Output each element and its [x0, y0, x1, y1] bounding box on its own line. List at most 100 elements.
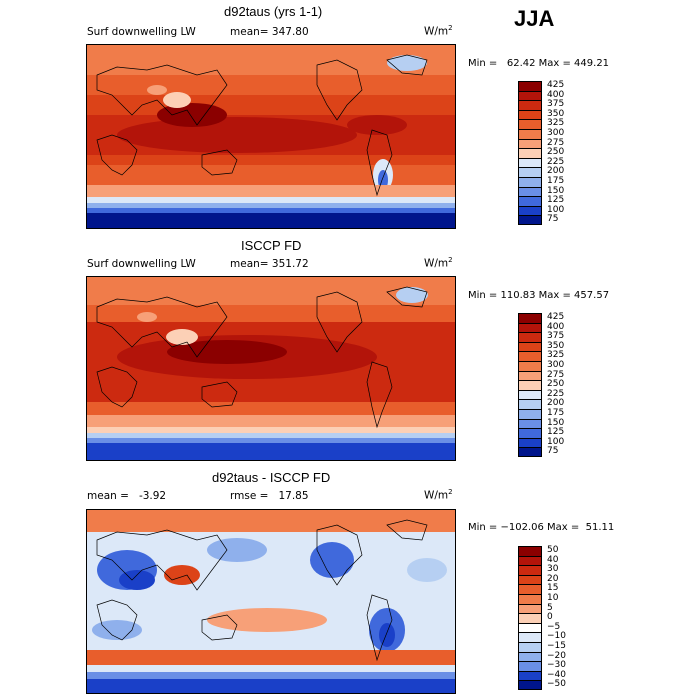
panel3-min-max: Min = −102.06 Max = 51.11	[468, 522, 615, 533]
colorbar-tick-label: 300	[547, 128, 565, 138]
colorbar-swatch	[518, 565, 542, 575]
panel3-units-text: W/m	[424, 489, 449, 502]
colorbar-tick-label: 10	[547, 593, 559, 603]
colorbar-swatch	[518, 351, 542, 361]
colorbar-tick-label: 400	[547, 321, 565, 332]
colorbar-tick-label: 225	[547, 156, 565, 167]
colorbar-tick-label: 250	[547, 379, 565, 390]
colorbar-tick-label: 225	[547, 388, 565, 399]
panel1-mean: mean= 347.80	[230, 26, 309, 38]
colorbar-swatch	[518, 177, 542, 187]
colorbar-swatch	[518, 622, 542, 633]
colorbar-swatch	[518, 196, 542, 206]
colorbar-tick-label: 50	[547, 545, 559, 555]
colorbar-swatch	[518, 651, 542, 662]
colorbar-tick-label: 350	[547, 340, 565, 351]
panel2-units-text: W/m	[424, 257, 449, 270]
panel2-colorbar: 425 400 375 350 325 300 275 250 225 200 175 150 125 1…	[518, 312, 578, 458]
colorbar-tick-label: 250	[547, 147, 565, 158]
colorbar-tick-label: 15	[547, 583, 559, 594]
colorbar-swatch	[518, 594, 542, 604]
colorbar-swatch	[518, 186, 542, 197]
colorbar-tick-label: 40	[547, 554, 559, 565]
colorbar-tick-label: 350	[547, 108, 565, 119]
panel2-variable-label: Surf downwelling LW	[87, 258, 196, 270]
colorbar-swatch	[518, 313, 542, 323]
colorbar-swatch	[518, 215, 542, 225]
panel1-min-max: Min = 62.42 Max = 449.21	[468, 58, 610, 69]
colorbar-swatch	[518, 361, 542, 371]
colorbar-swatch	[518, 418, 542, 429]
colorbar-tick-label: 175	[547, 176, 565, 186]
colorbar-tick-label: −15	[547, 641, 566, 651]
panel3-mean: mean = -3.92	[87, 490, 166, 502]
panel3-mean-label: mean =	[87, 490, 129, 502]
colorbar-swatch	[518, 555, 542, 566]
colorbar-swatch	[518, 129, 542, 139]
colorbar-tick-label: 100	[547, 204, 565, 215]
colorbar-swatch	[518, 370, 542, 381]
panel2-mean-label: mean=	[230, 258, 269, 270]
colorbar-swatch	[518, 642, 542, 652]
colorbar-swatch	[518, 661, 542, 671]
panel1-units: W/m2	[424, 24, 453, 38]
panel2-field	[87, 277, 455, 460]
panel2-map	[86, 276, 456, 461]
panel1-variable-label: Surf downwelling LW	[87, 26, 196, 38]
colorbar-swatch	[518, 138, 542, 149]
panel2-title: ISCCP FD	[241, 238, 302, 253]
panel3-rmse-value: 17.85	[278, 490, 309, 502]
panel1-units-text: W/m	[424, 25, 449, 38]
colorbar-swatch	[518, 389, 542, 400]
colorbar-tick-label: −20	[547, 650, 566, 661]
colorbar-tick-label: −50	[547, 679, 566, 690]
panel3-mean-value: -3.92	[138, 490, 167, 502]
colorbar-swatch	[518, 148, 542, 158]
colorbar-swatch	[518, 109, 542, 120]
panel1-field	[87, 45, 455, 228]
colorbar-swatch	[518, 100, 542, 110]
panel2-mean-value: 351.72	[271, 258, 309, 270]
colorbar-tick-label: 375	[547, 331, 565, 342]
colorbar-swatch	[518, 332, 542, 342]
colorbar-tick-label: 200	[547, 398, 565, 409]
colorbar-swatch	[518, 584, 542, 594]
panel1-mean-label: mean=	[230, 26, 269, 38]
panel2-units-sup: 2	[448, 256, 453, 264]
colorbar-swatch	[518, 90, 542, 101]
colorbar-tick-label: 20	[547, 573, 559, 584]
panel3-units-sup: 2	[448, 488, 453, 496]
panel2-min-max: Min = 110.83 Max = 457.57	[468, 290, 610, 301]
panel2-mean: mean= 351.72	[230, 258, 309, 270]
colorbar-tick-label: 30	[547, 564, 559, 575]
colorbar-swatch	[518, 322, 542, 333]
colorbar-tick-label: 0	[547, 612, 553, 623]
colorbar-tick-label: 325	[547, 350, 565, 361]
panel3-units: W/m2	[424, 488, 453, 502]
panel3-rmse-label: rmse =	[230, 490, 269, 502]
colorbar-tick-label: 100	[547, 436, 565, 447]
colorbar-swatch	[518, 119, 542, 129]
colorbar-tick-label: 425	[547, 80, 565, 90]
colorbar-tick-label: 275	[547, 137, 565, 148]
colorbar-tick-label: −40	[547, 669, 566, 680]
colorbar-tick-label: −10	[547, 631, 566, 642]
colorbar-swatch	[518, 613, 542, 623]
panel3-field	[87, 510, 455, 693]
colorbar-swatch	[518, 603, 542, 614]
panel3-rmse: rmse = 17.85	[230, 490, 309, 502]
colorbar-tick-label: 125	[547, 427, 565, 438]
colorbar-tick-label: 75	[547, 214, 559, 225]
colorbar-swatch	[518, 157, 542, 168]
panel2-units: W/m2	[424, 256, 453, 270]
colorbar-swatch	[518, 81, 542, 91]
colorbar-tick-label: 150	[547, 417, 565, 428]
colorbar-tick-label: 5	[547, 602, 553, 613]
colorbar-tick-label: 300	[547, 360, 565, 370]
colorbar-tick-label: 425	[547, 312, 565, 322]
panel1-title: d92taus (yrs 1-1)	[224, 4, 323, 19]
colorbar-tick-label: 375	[547, 99, 565, 110]
panel3-map	[86, 509, 456, 694]
colorbar-swatch	[518, 167, 542, 177]
colorbar-swatch	[518, 437, 542, 448]
